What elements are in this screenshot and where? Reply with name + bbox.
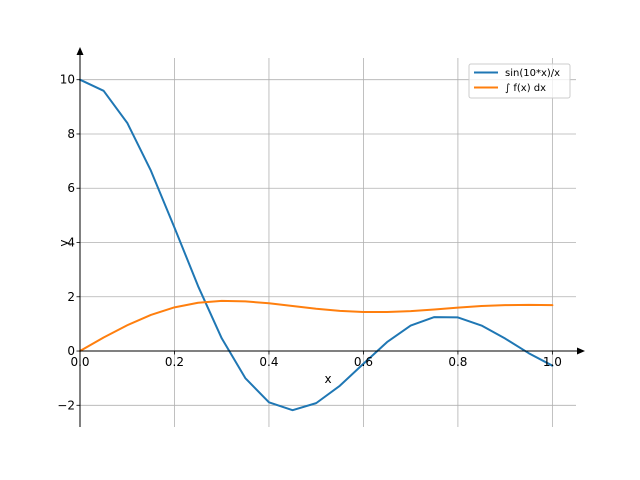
x-axis-label: x	[324, 372, 331, 386]
y-tick-label: 4	[67, 236, 75, 250]
tick-labels: 0.0 0.2 0.4 0.6 0.8 1.0 −2 0 2 4 6 8 10	[57, 73, 562, 413]
y-tick-label: −2	[57, 398, 75, 412]
y-axis-label: y	[57, 239, 71, 246]
x-tick-label: 0.0	[70, 355, 89, 369]
x-axis-arrow	[577, 347, 585, 355]
plot-area	[79, 78, 554, 412]
grid	[80, 58, 576, 427]
y-tick-label: 2	[67, 290, 75, 304]
y-tick-label: 6	[67, 181, 75, 195]
y-tick-label: 8	[67, 127, 75, 141]
x-tick-label: 1.0	[543, 355, 562, 369]
x-tick-label: 0.2	[165, 355, 184, 369]
y-tick-label: 10	[60, 73, 75, 87]
x-tick-label: 0.6	[354, 355, 373, 369]
legend-label-1: ∫ f(x) dx	[505, 83, 546, 94]
x-tick-label: 0.4	[259, 355, 278, 369]
series-line-0	[79, 78, 554, 412]
x-tick-label: 0.8	[448, 355, 467, 369]
y-tick-label: 0	[67, 344, 75, 358]
y-axis-arrow	[76, 47, 84, 55]
series-line-1	[79, 299, 554, 353]
axes	[76, 47, 585, 427]
legend-label-0: sin(10*x)/x	[505, 68, 560, 79]
legend: sin(10*x)/x ∫ f(x) dx	[468, 63, 571, 99]
